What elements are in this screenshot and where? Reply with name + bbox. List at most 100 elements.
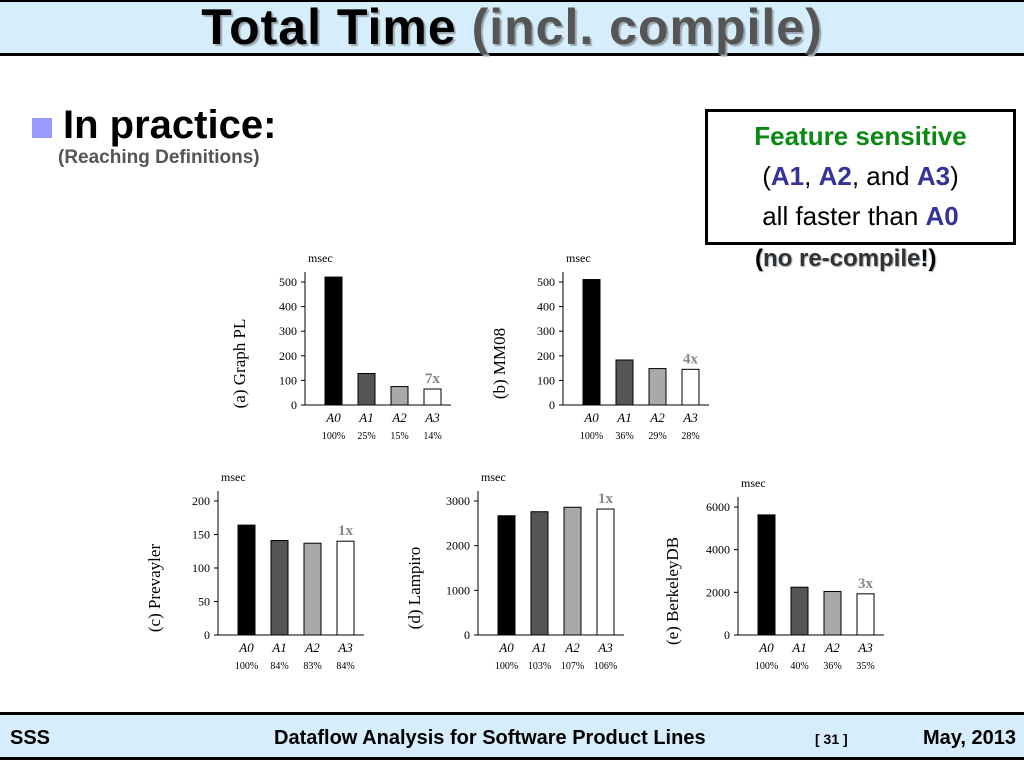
category-label: A3 bbox=[424, 410, 440, 425]
bar-A2 bbox=[390, 386, 409, 406]
y-tick-label: 0 bbox=[291, 398, 297, 412]
chart-ylabel: (a) Graph PL bbox=[230, 319, 249, 409]
unit-label: msec bbox=[481, 470, 506, 484]
bar-A3 bbox=[423, 388, 442, 406]
y-tick-label: 2000 bbox=[446, 539, 470, 553]
category-label: A1 bbox=[358, 410, 373, 425]
callout-a0: A0 bbox=[925, 201, 959, 231]
y-tick-label: 100 bbox=[279, 373, 297, 387]
page-number: [ 31 ] bbox=[815, 731, 848, 747]
title-sub: (incl. compile) bbox=[471, 0, 823, 55]
chart-1: msec 0 100 200 300 400 500 A0 100% A1 36% A2 29% A3 28… bbox=[490, 251, 709, 442]
percent-label: 100% bbox=[322, 431, 345, 442]
speedup-annotation: 1x bbox=[598, 491, 614, 507]
chart-0: msec 0 100 200 300 400 500 A0 100% A1 25% A2 15% A3 14… bbox=[230, 251, 451, 442]
y-tick-label: 500 bbox=[537, 275, 555, 289]
percent-label: 84% bbox=[336, 661, 354, 672]
bar-A0 bbox=[237, 524, 256, 636]
bar-A2 bbox=[303, 542, 322, 636]
speedup-annotation: 3x bbox=[858, 576, 874, 592]
percent-label: 100% bbox=[235, 661, 258, 672]
category-label: A0 bbox=[498, 640, 514, 655]
percent-label: 35% bbox=[856, 661, 874, 672]
y-tick-label: 2000 bbox=[706, 585, 730, 599]
bar-A2 bbox=[823, 590, 842, 636]
category-label: A3 bbox=[682, 410, 698, 425]
chart-ylabel: (b) MM08 bbox=[490, 328, 509, 399]
chart-2: msec 0 50 100 150 200 A0 100% A1 84% A2 83% A3 84% 1x (… bbox=[145, 470, 364, 672]
chart-ylabel: (e) BerkeleyDB bbox=[663, 537, 682, 645]
category-label: A2 bbox=[391, 410, 407, 425]
bar-A3 bbox=[681, 368, 700, 406]
y-tick-label: 100 bbox=[537, 373, 555, 387]
percent-label: 14% bbox=[423, 431, 441, 442]
y-tick-label: 0 bbox=[204, 628, 210, 642]
percent-label: 36% bbox=[823, 661, 841, 672]
category-label: A2 bbox=[649, 410, 665, 425]
category-label: A2 bbox=[304, 640, 320, 655]
y-tick-label: 400 bbox=[279, 300, 297, 314]
category-label: A1 bbox=[271, 640, 286, 655]
title-bar: Total Time (incl. compile) bbox=[0, 0, 1024, 56]
bar-A1 bbox=[790, 586, 809, 636]
bar-A1 bbox=[615, 359, 634, 406]
category-label: A3 bbox=[857, 640, 873, 655]
percent-label: 107% bbox=[561, 661, 584, 672]
y-tick-label: 200 bbox=[537, 349, 555, 363]
category-label: A0 bbox=[758, 640, 774, 655]
percent-label: 100% bbox=[580, 431, 603, 442]
callout-and: and bbox=[866, 161, 910, 191]
bullet-subtitle: (Reaching Definitions) bbox=[58, 147, 260, 168]
chart-ylabel: (c) Prevayler bbox=[145, 544, 164, 633]
y-tick-label: 300 bbox=[537, 324, 555, 338]
bullet-marker bbox=[32, 118, 52, 138]
callout-line3: all faster than bbox=[762, 201, 919, 231]
percent-label: 15% bbox=[390, 431, 408, 442]
slide-title: Total Time (incl. compile) bbox=[0, 0, 1024, 56]
percent-label: 83% bbox=[303, 661, 321, 672]
category-label: A1 bbox=[791, 640, 806, 655]
y-tick-label: 500 bbox=[279, 275, 297, 289]
percent-label: 36% bbox=[615, 431, 633, 442]
category-label: A3 bbox=[337, 640, 353, 655]
y-tick-label: 0 bbox=[464, 628, 470, 642]
y-tick-label: 0 bbox=[724, 628, 730, 642]
y-tick-label: 50 bbox=[198, 595, 210, 609]
y-tick-label: 200 bbox=[192, 494, 210, 508]
percent-label: 103% bbox=[528, 661, 551, 672]
unit-label: msec bbox=[741, 476, 766, 490]
percent-label: 106% bbox=[594, 661, 617, 672]
chart-3: msec 0 1000 2000 3000 A0 100% A1 103% A2 107% A3 106… bbox=[405, 470, 624, 672]
percent-label: 25% bbox=[357, 431, 375, 442]
bar-A0 bbox=[324, 276, 343, 406]
bar-A2 bbox=[648, 368, 667, 406]
chart-4: msec 0 2000 4000 6000 A0 100% A1 40% A2 36% A3 35% 3x… bbox=[663, 476, 884, 672]
category-label: A1 bbox=[531, 640, 546, 655]
title-main: Total Time bbox=[201, 0, 457, 55]
percent-label: 29% bbox=[648, 431, 666, 442]
y-tick-label: 100 bbox=[192, 561, 210, 575]
category-label: A2 bbox=[824, 640, 840, 655]
category-label: A3 bbox=[597, 640, 613, 655]
footer-left: SSS bbox=[10, 727, 51, 749]
bar-A0 bbox=[757, 514, 776, 636]
chart-ylabel: (d) Lampiro bbox=[405, 547, 424, 630]
callout-a3: A3 bbox=[916, 161, 951, 191]
callout-box: Feature sensitive (A1, A2, and A3) all f… bbox=[705, 109, 1016, 245]
bar-A0 bbox=[582, 279, 601, 406]
unit-label: msec bbox=[566, 251, 591, 265]
y-tick-label: 200 bbox=[279, 349, 297, 363]
y-tick-label: 4000 bbox=[706, 543, 730, 557]
callout-a2: A2 bbox=[818, 161, 852, 191]
speedup-annotation: 1x bbox=[338, 523, 354, 539]
bar-A1 bbox=[270, 540, 289, 636]
percent-label: 28% bbox=[681, 431, 699, 442]
bar-A1 bbox=[357, 373, 376, 406]
charts-area: msec0100200300400500A0100%A125%A215%A314… bbox=[145, 251, 884, 672]
speedup-annotation: 4x bbox=[683, 351, 699, 367]
category-label: A0 bbox=[238, 640, 254, 655]
category-label: A0 bbox=[583, 410, 599, 425]
y-tick-label: 0 bbox=[549, 398, 555, 412]
footer-title: Dataflow Analysis for Software Product L… bbox=[274, 727, 706, 749]
no-recompile-note: (no re-compile!) bbox=[755, 245, 937, 272]
